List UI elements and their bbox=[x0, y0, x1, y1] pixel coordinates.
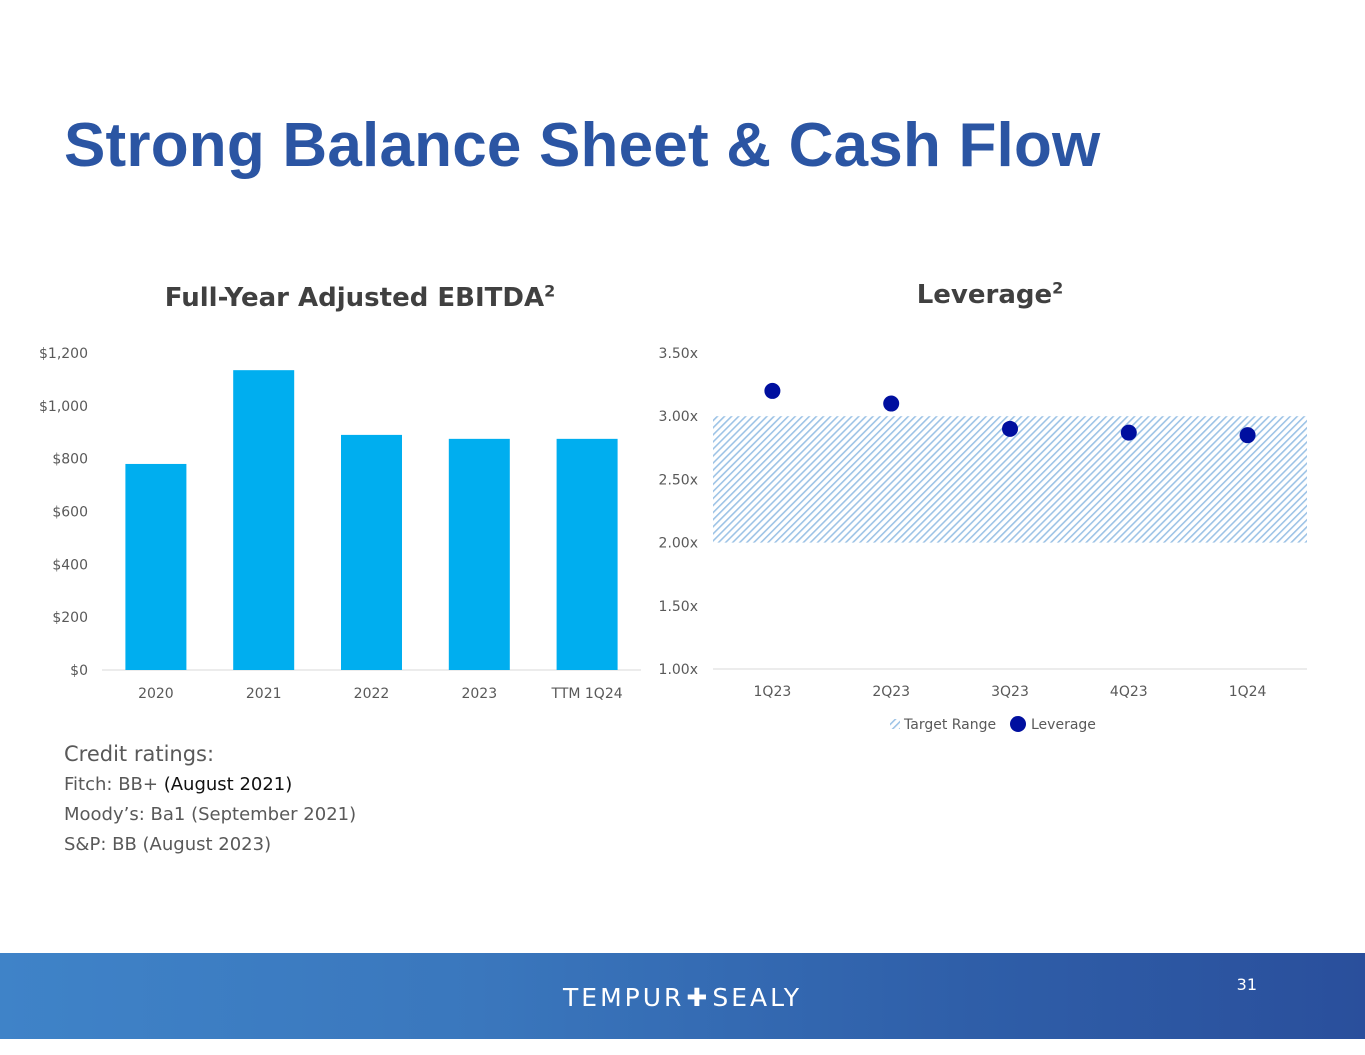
leverage-chart-title: Leverage2 bbox=[840, 280, 1140, 310]
leverage-point bbox=[1002, 420, 1018, 437]
logo-plus-icon: ✚ bbox=[686, 983, 711, 1012]
x-tick-label: 3Q23 bbox=[991, 684, 1029, 700]
leverage-chart-title-text: Leverage bbox=[916, 280, 1053, 310]
y-tick-label: $800 bbox=[52, 452, 88, 468]
tempur-sealy-logo: TEMPUR✚SEALY bbox=[0, 983, 1365, 1012]
x-tick-label: 1Q23 bbox=[754, 684, 792, 700]
x-tick-label: 4Q23 bbox=[1110, 684, 1148, 700]
x-tick-label: 2023 bbox=[461, 686, 497, 702]
x-tick-label: 2021 bbox=[246, 686, 282, 702]
ebitda-chart-title-text: Full-Year Adjusted EBITDA bbox=[164, 283, 545, 313]
x-tick-label: 2020 bbox=[138, 686, 174, 702]
target-range-band bbox=[713, 416, 1307, 543]
ebitda-bar-chart: $0 $200 $400 $600 $800 $1,000 $1,200 2020 2021 20… bbox=[39, 346, 641, 702]
slide-title: Strong Balance Sheet & Cash Flow bbox=[64, 111, 1101, 180]
leverage-point bbox=[764, 382, 781, 399]
credit-ratings-heading: Credit ratings: bbox=[64, 742, 215, 766]
fitch-rating-text: Fitch: BB+ bbox=[64, 774, 164, 795]
leverage-footnote-marker: 2 bbox=[1052, 278, 1064, 298]
ebitda-chart-title: Full-Year Adjusted EBITDA2 bbox=[150, 283, 570, 313]
ebitda-bar bbox=[341, 434, 402, 670]
legend-target-range-label: Target Range bbox=[903, 717, 996, 733]
sp-rating: S&P: BB (August 2023) bbox=[64, 834, 272, 855]
y-tick-label: 3.50x bbox=[659, 346, 698, 362]
legend-target-range-swatch bbox=[890, 719, 900, 729]
y-tick-label: $600 bbox=[52, 505, 88, 521]
page-number: 31 bbox=[1236, 975, 1257, 994]
fitch-rating: Fitch: BB+ (August 2021) bbox=[64, 774, 356, 795]
ebitda-bar bbox=[556, 438, 618, 670]
x-tick-label: 1Q24 bbox=[1229, 684, 1267, 700]
y-tick-label: 1.50x bbox=[659, 599, 698, 615]
leverage-point bbox=[1120, 424, 1137, 441]
ebitda-bar bbox=[448, 438, 510, 670]
legend-leverage-label: Leverage bbox=[1031, 717, 1096, 733]
footer-bar: TEMPUR✚SEALY 31 bbox=[0, 953, 1365, 1039]
leverage-point bbox=[883, 395, 900, 412]
y-tick-label: $1,200 bbox=[39, 346, 88, 362]
x-tick-label: 2022 bbox=[354, 686, 390, 702]
leverage-scatter-chart: 1.00x 1.50x 2.00x 2.50x 3.00x 3.50x 1Q23 2Q23 3Q… bbox=[659, 346, 1307, 733]
logo-text-sealy: SEALY bbox=[712, 983, 802, 1012]
legend-leverage-marker bbox=[1010, 716, 1026, 732]
x-tick-label: TTM 1Q24 bbox=[551, 686, 623, 702]
ebitda-bar bbox=[125, 463, 187, 670]
y-tick-label: 2.00x bbox=[659, 536, 698, 552]
y-tick-label: $0 bbox=[70, 663, 88, 679]
leverage-point bbox=[1239, 427, 1256, 444]
y-tick-label: 2.50x bbox=[659, 472, 698, 488]
y-tick-label: 1.00x bbox=[659, 662, 698, 678]
y-tick-label: $1,000 bbox=[39, 399, 88, 415]
moodys-rating: Moody’s: Ba1 (September 2021) bbox=[64, 804, 357, 825]
ebitda-footnote-marker: 2 bbox=[544, 281, 556, 301]
x-tick-label: 2Q23 bbox=[872, 684, 910, 700]
y-tick-label: $200 bbox=[52, 610, 88, 626]
credit-ratings: Credit ratings: Fitch: BB+ (August 2021)… bbox=[64, 742, 356, 864]
fitch-rating-date: (August 2021) bbox=[163, 774, 293, 795]
y-tick-label: $400 bbox=[52, 557, 88, 573]
y-tick-label: 3.00x bbox=[659, 409, 698, 425]
ebitda-bar bbox=[233, 370, 295, 670]
logo-text-tempur: TEMPUR bbox=[563, 983, 685, 1012]
